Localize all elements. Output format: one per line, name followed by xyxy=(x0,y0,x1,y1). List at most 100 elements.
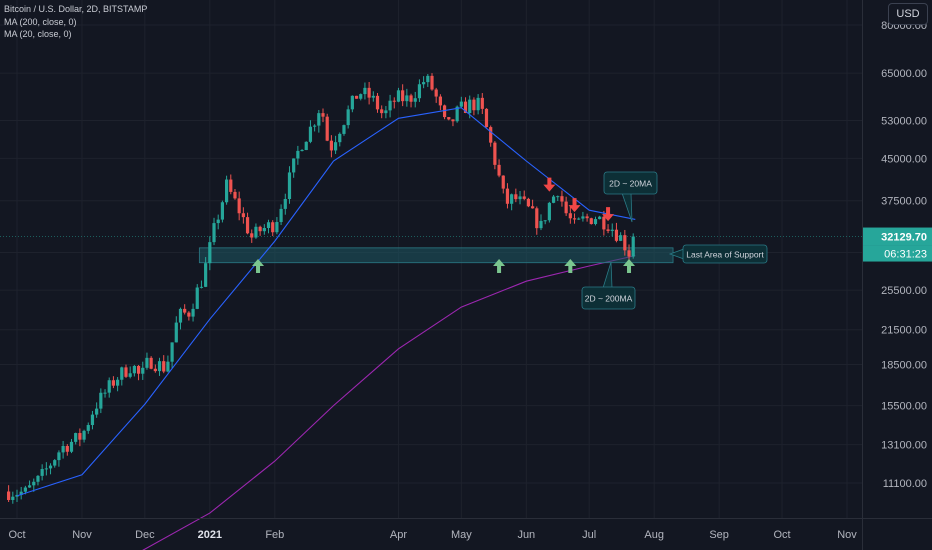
price-tick-label: 13100.00 xyxy=(881,440,927,452)
candle-body xyxy=(409,95,413,102)
price-tick-label: 37500.00 xyxy=(881,196,927,208)
arrow-up-icon xyxy=(252,258,265,273)
candle-body xyxy=(501,175,505,189)
candle-body xyxy=(208,242,212,264)
candle-body xyxy=(170,342,174,362)
candle-body xyxy=(7,491,11,500)
ma20-callout-label: 2D ~ 20MA xyxy=(609,179,652,189)
time-tick-label: Jun xyxy=(517,529,535,541)
candle-body xyxy=(585,216,589,219)
last-price-value: 32129.70 xyxy=(881,232,927,244)
candle-body xyxy=(220,202,225,220)
candle-body xyxy=(493,142,497,165)
ma20-line xyxy=(16,107,636,497)
candle-body xyxy=(547,202,551,221)
candle-body xyxy=(480,97,484,109)
candle-body xyxy=(313,125,317,127)
candle-body xyxy=(531,206,535,209)
price-tick-label: 15500.00 xyxy=(881,401,927,413)
candle-body xyxy=(606,229,610,231)
candle-body xyxy=(132,365,136,374)
candle-body xyxy=(27,485,32,488)
candle-body xyxy=(191,308,195,317)
arrow-down-icon xyxy=(568,198,581,213)
candle-body xyxy=(354,95,359,99)
candle-body xyxy=(380,109,384,114)
last-price-badge xyxy=(863,227,932,246)
candle-body xyxy=(99,392,103,409)
candle-body xyxy=(514,194,518,200)
candle-body xyxy=(195,287,199,309)
countdown-value: 06:31:23 xyxy=(884,249,927,261)
candle-body xyxy=(333,142,338,151)
chart-legend: Bitcoin / U.S. Dollar, 2D, BITSTAMP MA (… xyxy=(4,3,147,41)
candle-body xyxy=(434,89,438,97)
candle-body xyxy=(631,236,635,257)
candle-body xyxy=(245,217,250,234)
candle-body xyxy=(539,220,543,229)
candle-body xyxy=(124,367,128,377)
candle-body xyxy=(623,235,627,251)
symbol-title[interactable]: Bitcoin / U.S. Dollar, 2D, BITSTAMP xyxy=(4,4,148,14)
candle-body xyxy=(254,226,258,238)
candle-body xyxy=(413,98,417,102)
support-zone-rect xyxy=(198,247,674,264)
candle-body xyxy=(241,213,245,218)
time-tick-label: 2021 xyxy=(198,529,222,541)
ma200-series xyxy=(142,255,636,550)
currency-button[interactable]: USD xyxy=(888,3,928,25)
candle-body xyxy=(401,90,405,102)
candle-body xyxy=(593,219,598,225)
candle-body xyxy=(86,425,90,431)
candle-body xyxy=(279,208,283,223)
ma200-callout: 2D ~ 200MA xyxy=(581,261,636,310)
time-tick-label: Aug xyxy=(644,529,664,541)
candle-body xyxy=(145,357,149,368)
candle-body xyxy=(266,222,271,229)
candle-body xyxy=(157,361,162,372)
candle-body xyxy=(262,228,266,232)
candle-body xyxy=(560,196,564,202)
ma20-legend[interactable]: MA (20, close, 0) xyxy=(4,29,72,39)
candle-body xyxy=(447,117,451,120)
candle-body xyxy=(57,452,61,461)
candle-body xyxy=(556,196,560,198)
candle-body xyxy=(187,312,191,317)
candle-body xyxy=(598,216,602,220)
candle-body xyxy=(430,75,434,90)
time-tick-label: Nov xyxy=(837,529,857,541)
ma200-callout-box xyxy=(581,286,636,310)
time-tick-label: Dec xyxy=(135,529,155,541)
candle-body xyxy=(149,357,153,369)
candle-body xyxy=(216,219,220,224)
candle-body xyxy=(36,475,40,482)
time-tick-label: Sep xyxy=(709,529,729,541)
candle-body xyxy=(250,233,254,238)
time-tick-label: May xyxy=(451,529,472,541)
candle-body xyxy=(484,108,489,128)
candle-body xyxy=(116,379,120,386)
candle-body xyxy=(614,229,619,241)
candle-body xyxy=(455,106,459,122)
candle-body xyxy=(40,469,44,476)
candle-body xyxy=(568,213,572,219)
candle-body xyxy=(346,109,350,126)
candle-body xyxy=(417,84,422,99)
candle-body xyxy=(459,101,463,107)
candle-body xyxy=(128,373,132,377)
candle-body xyxy=(581,216,585,219)
candle-body xyxy=(388,100,392,111)
candle-body xyxy=(342,125,346,134)
candle-body xyxy=(476,97,480,111)
candle-body xyxy=(602,216,606,230)
time-tick-label: Jul xyxy=(582,529,596,541)
candle-body xyxy=(69,441,74,452)
candle-body xyxy=(396,90,401,102)
candle-body xyxy=(317,113,321,126)
candle-body xyxy=(292,158,296,173)
candle-body xyxy=(329,140,333,151)
candle-body xyxy=(564,201,568,214)
ma200-legend[interactable]: MA (200, close, 0) xyxy=(4,16,77,27)
